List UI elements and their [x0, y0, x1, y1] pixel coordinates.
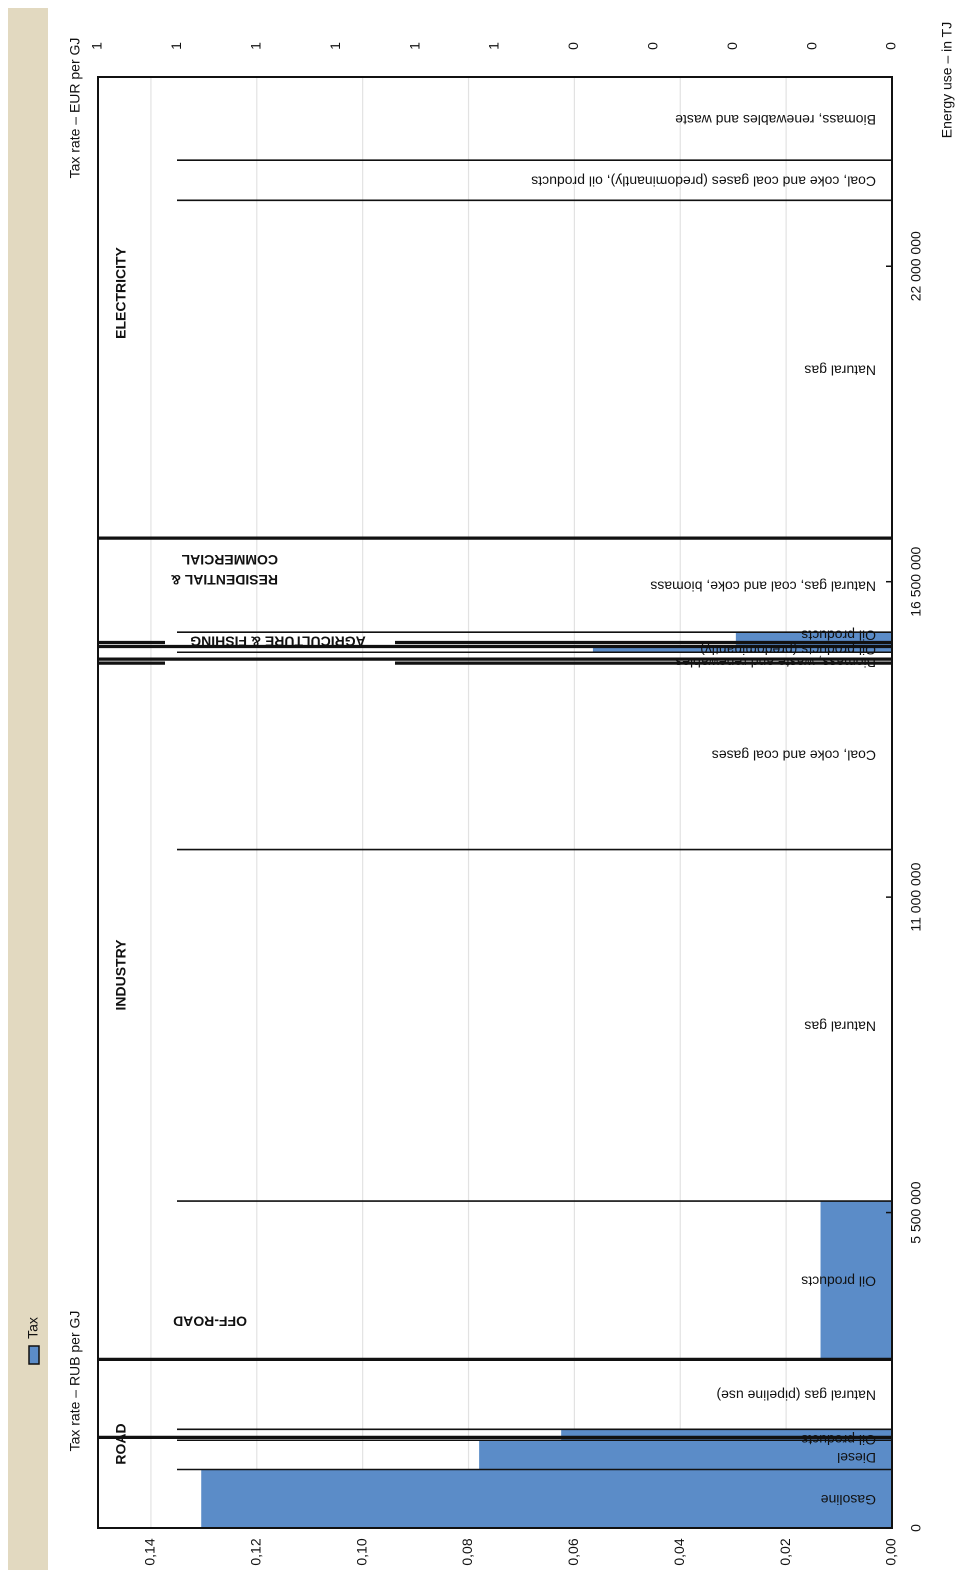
category-label-0-gasoline: Gasoline [821, 1492, 876, 1508]
sector-label-agriculture-fishing: AGRICULTURE & FISHING [190, 633, 366, 649]
sector-label-residential-commercial: RESIDENTIAL &COMMERCIAL [171, 552, 278, 588]
category-dividers [177, 159, 892, 1471]
category-label-5-natural-gas: Natural gas [804, 1019, 876, 1035]
left-tick-6: 0,12 [248, 1538, 264, 1565]
left-tick-1: 0,02 [777, 1538, 793, 1565]
x-tick-label-1: 5 500 000 [908, 1181, 924, 1243]
side-band [8, 8, 48, 1570]
sector-dividers [98, 536, 892, 1439]
right-tick-0: 0 [883, 42, 899, 50]
right-tick-7: 1 [327, 42, 343, 50]
sector-labels: ROAD OFF-ROAD INDUSTRY AGRICULTURE & FISHIN… [113, 246, 366, 1464]
sector-label-off-road: OFF-ROAD [173, 1313, 247, 1329]
right-tick-3: 0 [645, 42, 661, 50]
right-tick-9: 1 [168, 42, 184, 50]
bar-2-oil-products [561, 1429, 892, 1441]
left-tick-3: 0,06 [565, 1538, 581, 1565]
left-tick-5: 0,10 [353, 1538, 369, 1565]
category-label-12-coal-coke-and-coal-gases-predominantly-oil-products: Coal, coke and coal gases (predominantly… [531, 174, 876, 190]
x-axis-ticks: 0 5 500 000 11 000 000 16 500 000 22 000 000 [886, 231, 924, 1532]
category-label-4-oil-products: Oil products [801, 1274, 876, 1290]
category-label-8-oil-products-predominantly: Oil products (predominantly) [700, 642, 876, 658]
x-tick-label-4: 22 000 000 [908, 231, 924, 301]
left-tick-4: 0,08 [459, 1538, 475, 1565]
bar-4-oil-products [820, 1201, 892, 1360]
left-axis-ticks: 0,00 0,02 0,04 0,06 0,08 0,10 0,12 0,14 [142, 1538, 899, 1565]
x-tick-label-2: 11 000 000 [908, 862, 924, 931]
right-tick-2: 0 [724, 42, 740, 50]
sector-label-industry: INDUSTRY [113, 939, 129, 1011]
category-label-10-natural-gas-coal-and-coke-biomass: Natural gas, coal and coke, biomass [650, 578, 876, 594]
category-label-3-natural-gas-pipeline-use: Natural gas (pipeline use) [716, 1388, 876, 1404]
x-tick-label-0: 0 [908, 1524, 924, 1532]
category-label-2-oil-products: Oil products [801, 1432, 876, 1448]
category-label-6-coal-coke-and-coal-gases: Coal, coke and coal gases [712, 748, 876, 764]
bar-1-diesel [479, 1440, 892, 1470]
plot-frame [97, 76, 893, 1529]
y-axis-label-right: Tax rate – EUR per GJ [67, 38, 83, 179]
category-label-13-biomass-renewables-and-waste: Biomass, renewables and waste [675, 112, 876, 128]
right-tick-1: 0 [803, 42, 819, 50]
right-tick-4: 0 [565, 42, 581, 50]
right-axis-ticks: 0 0 0 0 0 1 1 1 1 1 1 [89, 42, 899, 50]
category-label-7-biomass-waste-and-renewables: Biomass, waste and renewables [675, 654, 876, 670]
right-tick-10: 1 [89, 42, 105, 50]
category-labels: Gasoline Diesel Oil products Natural gas (p… [531, 112, 876, 1508]
left-tick-2: 0,04 [671, 1538, 687, 1565]
category-label-9-oil-products: Oil products [801, 627, 876, 643]
right-tick-6: 1 [406, 42, 422, 50]
legend-label-tax: Tax [25, 1317, 41, 1339]
sector-label-electricity: ELECTRICITY [113, 246, 129, 338]
category-label-11-natural-gas: Natural gas [804, 363, 876, 379]
gridlines [150, 77, 787, 1528]
right-tick-8: 1 [248, 42, 264, 50]
left-tick-7: 0,14 [142, 1538, 158, 1565]
bar-0-gasoline [201, 1469, 893, 1528]
y-axis-label-left: Tax rate – RUB per GJ [67, 1311, 83, 1452]
x-tick-label-3: 16 500 000 [908, 546, 924, 616]
legend-swatch-tax [28, 1345, 40, 1365]
sector-label-road: ROAD [113, 1423, 129, 1464]
left-tick-0: 0,00 [883, 1538, 899, 1565]
right-tick-5: 1 [486, 42, 502, 50]
x-axis-label: Energy use – in TJ [939, 22, 955, 138]
bar-8-oil-products-predominantly [592, 646, 892, 653]
legend: Tax [25, 1317, 41, 1365]
category-label-1-diesel: Diesel [837, 1450, 876, 1466]
